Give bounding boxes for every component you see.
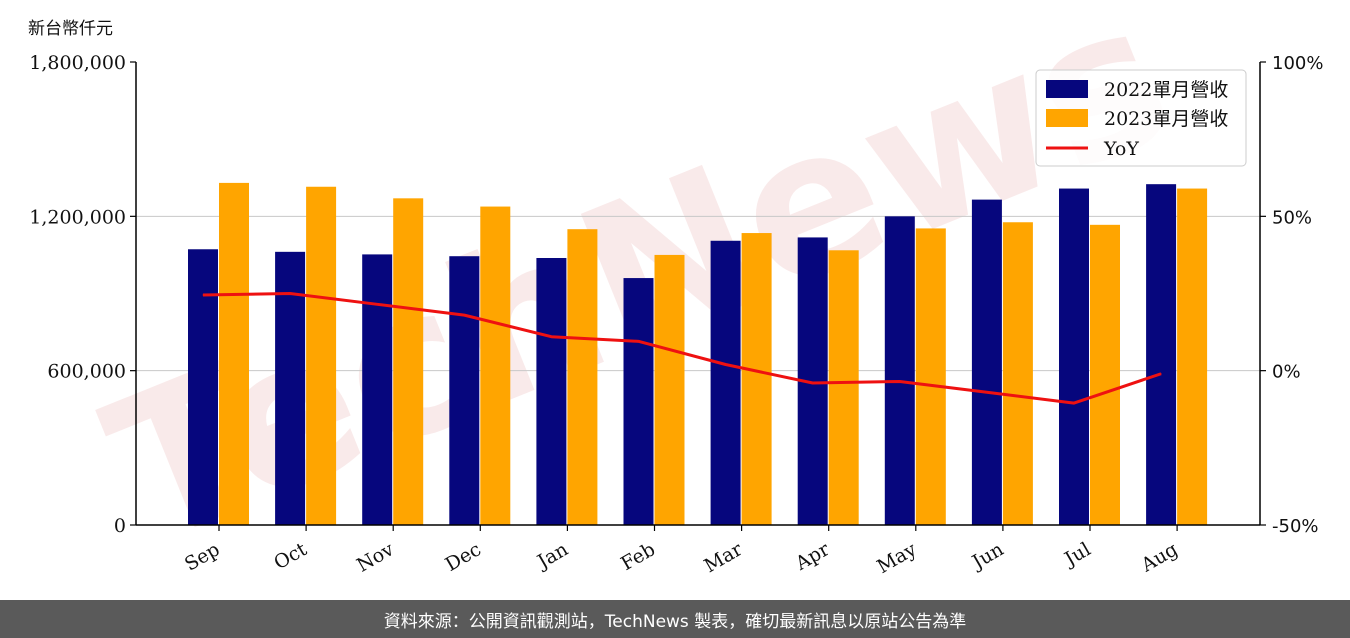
bar-2023-dec <box>480 206 511 525</box>
yoy-point <box>638 340 639 342</box>
yoy-point <box>812 382 814 384</box>
y-tick-label: 1,800,000 <box>29 52 126 74</box>
bar-2022-feb <box>623 278 654 525</box>
bar-2022-mar <box>710 240 741 525</box>
bars <box>188 182 1208 526</box>
bar-2022-dec <box>449 256 480 525</box>
legend-label-yoy: YoY <box>1103 138 1139 160</box>
y-tick-label: 600,000 <box>47 361 126 383</box>
x-tick-label: Nov <box>353 538 398 577</box>
bar-2023-jan <box>567 229 598 525</box>
x-tick-label: Aug <box>1137 538 1182 577</box>
bar-2023-may <box>915 228 946 525</box>
legend: 2022單月營收 2023單月營收 YoY <box>1035 69 1247 167</box>
bar-2023-mar <box>741 233 772 525</box>
bar-2022-jan <box>536 258 567 525</box>
x-tick-label: Jul <box>1059 538 1094 571</box>
bar-2022-jul <box>1059 188 1089 525</box>
yoy-point <box>550 336 552 338</box>
bar-2023-apr <box>828 250 859 525</box>
y-tick-label: 1,200,000 <box>29 206 126 228</box>
yoy-point <box>899 380 901 382</box>
yoy-point <box>376 303 378 305</box>
x-tick-label: Apr <box>791 538 834 575</box>
bar-2022-jun <box>971 199 1002 525</box>
x-tick-label: Mar <box>701 538 747 577</box>
x-tick-label: Jun <box>967 538 1008 574</box>
legend-swatch-2023 <box>1046 109 1088 127</box>
yoy-point <box>1073 402 1075 404</box>
yoy-point <box>463 314 465 316</box>
yoy-point <box>289 293 291 294</box>
y-tick-label: 0 <box>114 515 126 537</box>
bar-2022-nov <box>362 254 393 525</box>
yoy-point <box>1160 373 1162 375</box>
y2-tick-label: -50% <box>1272 516 1319 537</box>
x-tick-label: Dec <box>442 538 485 576</box>
y2-tick-label: 0% <box>1272 362 1301 383</box>
x-tick-label: Feb <box>617 538 659 575</box>
bar-2022-aug <box>1146 184 1177 526</box>
legend-swatch-2022 <box>1046 80 1088 98</box>
yoy-point <box>202 294 204 296</box>
bar-2023-feb <box>654 254 685 525</box>
bar-2022-sep <box>188 249 218 525</box>
legend-box <box>1035 69 1247 167</box>
yoy-line-group <box>202 292 1162 405</box>
bar-2023-sep <box>219 182 249 525</box>
bar-2022-may <box>884 216 915 526</box>
bar-2022-oct <box>275 251 306 525</box>
x-tick-label: Jan <box>532 538 572 574</box>
footer-source-note: 資料來源：公開資訊觀測站，TechNews 製表，確切最新訊息以原站公告為準 <box>0 600 1350 638</box>
bar-2023-jul <box>1090 224 1120 526</box>
legend-label-2023: 2023單月營收 <box>1104 108 1228 130</box>
bar-2023-aug <box>1177 188 1208 525</box>
bar-2023-jun <box>1002 222 1033 525</box>
bar-2023-nov <box>393 198 424 526</box>
yoy-line <box>202 292 1162 405</box>
y2-tick-label: 100% <box>1272 53 1323 74</box>
legend-label-2022: 2022單月營收 <box>1104 79 1228 101</box>
yoy-point <box>986 391 988 393</box>
y2-tick-label: 50% <box>1272 207 1312 228</box>
bar-2023-oct <box>306 186 337 525</box>
unit-label: 新台幣仟元 <box>28 19 113 39</box>
revenue-chart: TechNews 0600,0001,200,0001,800,000-50%0… <box>29 0 1323 590</box>
x-tick-label: May <box>873 538 920 578</box>
yoy-point <box>725 363 727 365</box>
